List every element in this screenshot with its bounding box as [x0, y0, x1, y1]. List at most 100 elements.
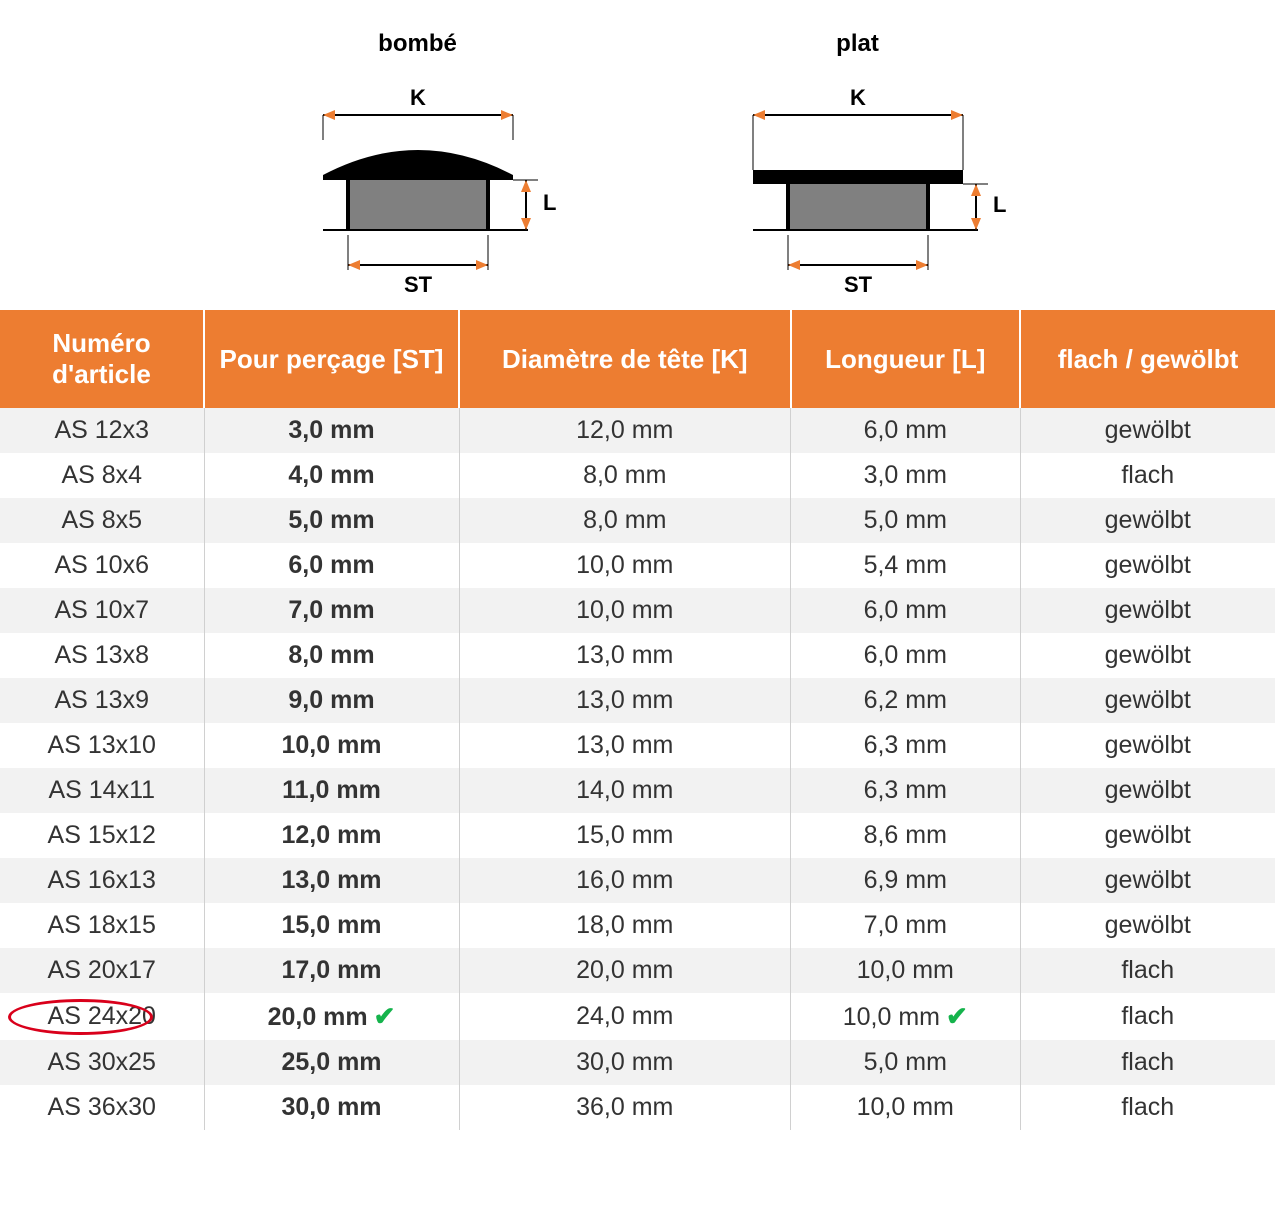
- table-row: AS 14x1111,0 mm14,0 mm6,3 mmgewölbt: [0, 768, 1275, 813]
- cell-article: AS 8x4: [0, 453, 204, 498]
- table-row: AS 16x1313,0 mm16,0 mm6,9 mmgewölbt: [0, 858, 1275, 903]
- col-header-k: Diamètre de tête [K]: [459, 310, 791, 408]
- cell-st: 6,0 mm: [204, 543, 459, 588]
- cell-st: 30,0 mm: [204, 1085, 459, 1130]
- table-row: AS 8x55,0 mm8,0 mm5,0 mmgewölbt: [0, 498, 1275, 543]
- highlight-circle: [8, 999, 153, 1035]
- cell-type: gewölbt: [1020, 633, 1275, 678]
- cell-article: AS 8x5: [0, 498, 204, 543]
- diagram-bombe-svg: K L ST: [268, 70, 568, 300]
- cell-article: AS 13x9: [0, 678, 204, 723]
- diagram-plat-svg: K L ST: [708, 70, 1008, 300]
- cell-article: AS 20x17: [0, 948, 204, 993]
- table-row: AS 15x1212,0 mm15,0 mm8,6 mmgewölbt: [0, 813, 1275, 858]
- cell-type: gewölbt: [1020, 813, 1275, 858]
- diagrams-row: bombé K L: [0, 0, 1275, 310]
- cell-article: AS 15x12: [0, 813, 204, 858]
- cell-l: 7,0 mm: [791, 903, 1021, 948]
- table-row: AS 10x66,0 mm10,0 mm5,4 mmgewölbt: [0, 543, 1275, 588]
- cell-k: 24,0 mm: [459, 993, 791, 1040]
- cell-article: AS 10x7: [0, 588, 204, 633]
- cell-l: 6,0 mm: [791, 588, 1021, 633]
- cell-article: AS 12x3: [0, 408, 204, 453]
- cell-article: AS 13x8: [0, 633, 204, 678]
- cell-st: 7,0 mm: [204, 588, 459, 633]
- cell-st: 20,0 mm✔: [204, 993, 459, 1040]
- cell-st: 15,0 mm: [204, 903, 459, 948]
- table-row: AS 13x88,0 mm13,0 mm6,0 mmgewölbt: [0, 633, 1275, 678]
- cell-l: 6,9 mm: [791, 858, 1021, 903]
- diagram-plat-title: plat: [836, 30, 879, 58]
- check-icon: ✔: [374, 1001, 396, 1031]
- label-ST: ST: [403, 272, 432, 297]
- cell-st: 10,0 mm: [204, 723, 459, 768]
- cell-k: 13,0 mm: [459, 678, 791, 723]
- diagram-plat: plat K L: [708, 30, 1008, 300]
- table-row: AS 24x2020,0 mm✔24,0 mm10,0 mm✔flach: [0, 993, 1275, 1040]
- cell-type: gewölbt: [1020, 858, 1275, 903]
- cell-k: 18,0 mm: [459, 903, 791, 948]
- cell-type: flach: [1020, 453, 1275, 498]
- diagram-bombe-title: bombé: [378, 30, 457, 58]
- cell-k: 20,0 mm: [459, 948, 791, 993]
- table-row: AS 30x2525,0 mm30,0 mm5,0 mmflach: [0, 1040, 1275, 1085]
- cell-type: gewölbt: [1020, 498, 1275, 543]
- cell-k: 15,0 mm: [459, 813, 791, 858]
- cell-st: 8,0 mm: [204, 633, 459, 678]
- cell-type: flach: [1020, 993, 1275, 1040]
- cell-l: 5,0 mm: [791, 1040, 1021, 1085]
- label-L-2: L: [993, 192, 1006, 217]
- label-ST-2: ST: [843, 272, 872, 297]
- label-K-2: K: [850, 85, 866, 110]
- cell-k: 36,0 mm: [459, 1085, 791, 1130]
- cell-st: 3,0 mm: [204, 408, 459, 453]
- label-K: K: [410, 85, 426, 110]
- cell-type: gewölbt: [1020, 588, 1275, 633]
- cell-type: gewölbt: [1020, 678, 1275, 723]
- table-row: AS 13x1010,0 mm13,0 mm6,3 mmgewölbt: [0, 723, 1275, 768]
- cell-article: AS 18x15: [0, 903, 204, 948]
- cell-st: 12,0 mm: [204, 813, 459, 858]
- table-header-row: Numéro d'article Pour perçage [ST] Diamè…: [0, 310, 1275, 408]
- cell-k: 12,0 mm: [459, 408, 791, 453]
- cell-article: AS 10x6: [0, 543, 204, 588]
- cell-st: 4,0 mm: [204, 453, 459, 498]
- cell-st: 17,0 mm: [204, 948, 459, 993]
- cell-st: 13,0 mm: [204, 858, 459, 903]
- cell-k: 13,0 mm: [459, 633, 791, 678]
- spec-table: Numéro d'article Pour perçage [ST] Diamè…: [0, 310, 1275, 1130]
- table-row: AS 36x3030,0 mm36,0 mm10,0 mmflach: [0, 1085, 1275, 1130]
- table-row: AS 20x1717,0 mm20,0 mm10,0 mmflach: [0, 948, 1275, 993]
- cell-article: AS 30x25: [0, 1040, 204, 1085]
- cell-k: 16,0 mm: [459, 858, 791, 903]
- col-header-st: Pour perçage [ST]: [204, 310, 459, 408]
- cell-type: flach: [1020, 948, 1275, 993]
- cell-st: 11,0 mm: [204, 768, 459, 813]
- cell-type: gewölbt: [1020, 543, 1275, 588]
- cell-k: 8,0 mm: [459, 498, 791, 543]
- diagram-bombe: bombé K L: [268, 30, 568, 300]
- cell-type: gewölbt: [1020, 408, 1275, 453]
- cell-type: gewölbt: [1020, 723, 1275, 768]
- cell-l: 6,0 mm: [791, 408, 1021, 453]
- cell-k: 10,0 mm: [459, 543, 791, 588]
- cell-type: gewölbt: [1020, 768, 1275, 813]
- cell-l: 8,6 mm: [791, 813, 1021, 858]
- cell-k: 30,0 mm: [459, 1040, 791, 1085]
- check-icon: ✔: [946, 1001, 968, 1031]
- cell-k: 13,0 mm: [459, 723, 791, 768]
- cell-type: flach: [1020, 1085, 1275, 1130]
- col-header-type: flach / gewölbt: [1020, 310, 1275, 408]
- cell-l: 5,4 mm: [791, 543, 1021, 588]
- cell-k: 8,0 mm: [459, 453, 791, 498]
- cell-k: 14,0 mm: [459, 768, 791, 813]
- table-row: AS 10x77,0 mm10,0 mm6,0 mmgewölbt: [0, 588, 1275, 633]
- cell-article: AS 13x10: [0, 723, 204, 768]
- table-row: AS 12x33,0 mm12,0 mm6,0 mmgewölbt: [0, 408, 1275, 453]
- cell-k: 10,0 mm: [459, 588, 791, 633]
- cell-article: AS 24x20: [0, 993, 204, 1040]
- cell-article: AS 14x11: [0, 768, 204, 813]
- cell-l: 6,0 mm: [791, 633, 1021, 678]
- cell-l: 6,3 mm: [791, 768, 1021, 813]
- table-row: AS 13x99,0 mm13,0 mm6,2 mmgewölbt: [0, 678, 1275, 723]
